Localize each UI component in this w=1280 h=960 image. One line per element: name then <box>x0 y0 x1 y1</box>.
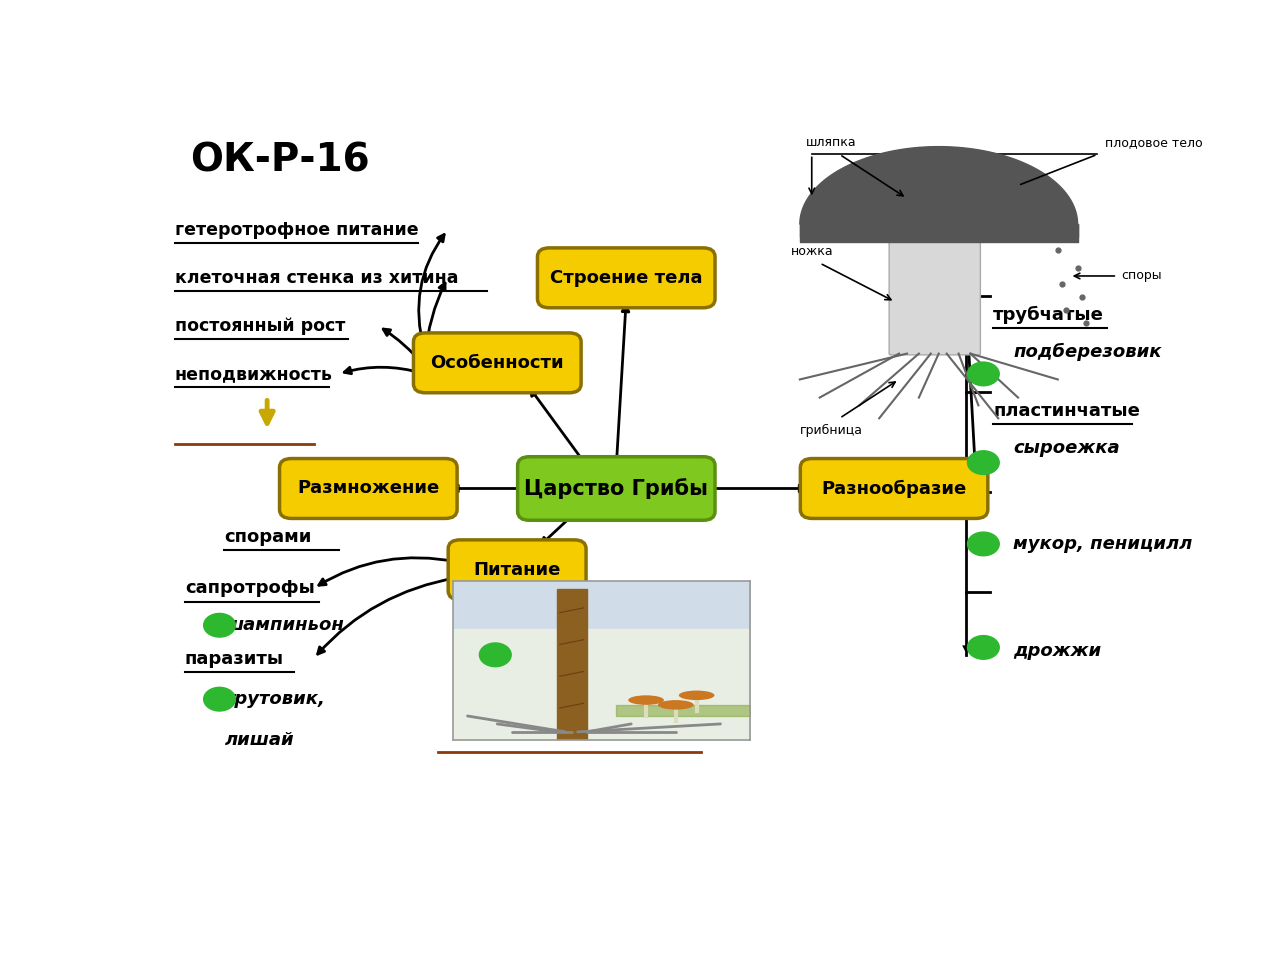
FancyBboxPatch shape <box>800 459 988 518</box>
Text: Царство Грибы: Царство Грибы <box>525 478 708 499</box>
Text: гетеротрофное питание: гетеротрофное питание <box>175 221 419 239</box>
Text: симбионты: симбионты <box>462 605 577 623</box>
Text: спорами: спорами <box>224 528 312 545</box>
Text: сыроежка: сыроежка <box>1014 439 1120 457</box>
FancyBboxPatch shape <box>413 333 581 393</box>
Text: паразиты: паразиты <box>184 650 284 667</box>
Circle shape <box>968 451 1000 474</box>
Text: постоянный рост: постоянный рост <box>175 317 346 335</box>
FancyBboxPatch shape <box>517 457 716 520</box>
Text: подберезовик: подберезовик <box>498 646 646 664</box>
Text: лишай: лишай <box>224 731 294 749</box>
FancyBboxPatch shape <box>279 459 457 518</box>
Circle shape <box>204 687 236 711</box>
Text: трутовик,: трутовик, <box>224 690 325 708</box>
Circle shape <box>480 643 511 666</box>
Text: неподвижность: неподвижность <box>175 365 333 383</box>
Text: шампиньон: шампиньон <box>224 616 344 635</box>
Text: подберезовик: подберезовик <box>1014 343 1162 361</box>
Text: дрожжи: дрожжи <box>1014 642 1101 660</box>
Text: Размножение: Размножение <box>297 479 439 497</box>
Text: Питание: Питание <box>474 561 561 579</box>
Circle shape <box>968 532 1000 556</box>
Circle shape <box>204 613 236 637</box>
Circle shape <box>968 362 1000 386</box>
Text: ОК-Р-16: ОК-Р-16 <box>189 141 370 180</box>
Circle shape <box>968 636 1000 660</box>
Text: Особенности: Особенности <box>430 354 564 372</box>
Text: Строение тела: Строение тела <box>550 269 703 287</box>
Text: пластинчатые: пластинчатые <box>993 402 1140 420</box>
Text: трубчатые: трубчатые <box>993 305 1105 324</box>
Text: клеточная стенка из хитина: клеточная стенка из хитина <box>175 269 458 287</box>
Text: мукор, пеницилл: мукор, пеницилл <box>1014 535 1193 553</box>
Text: Разнообразие: Разнообразие <box>822 479 966 497</box>
Text: сапротрофы: сапротрофы <box>184 579 315 597</box>
FancyBboxPatch shape <box>538 248 716 308</box>
FancyBboxPatch shape <box>448 540 586 600</box>
